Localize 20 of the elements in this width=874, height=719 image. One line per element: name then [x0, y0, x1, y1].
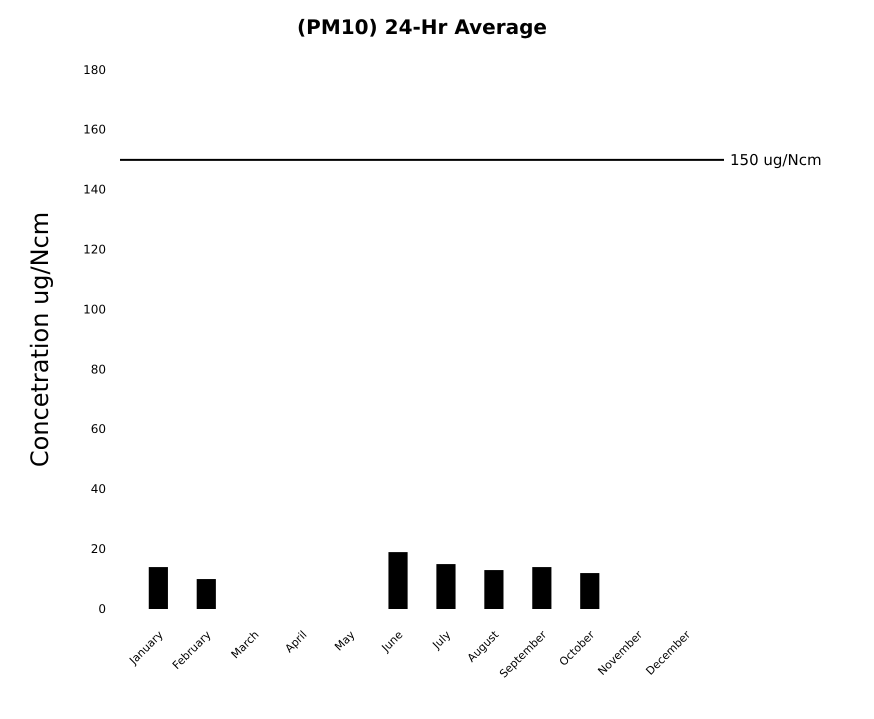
- bar: [532, 567, 552, 609]
- y-tick-label: 0: [98, 602, 106, 616]
- y-tick-label: 60: [90, 422, 106, 436]
- y-tick-label: 140: [83, 182, 106, 197]
- ref-line-label: 150 ug/Ncm: [730, 151, 822, 170]
- bar: [484, 570, 504, 609]
- y-tick-label: 120: [83, 242, 106, 257]
- y-tick-label: 40: [90, 482, 106, 496]
- chart-title: (PM10) 24-Hr Average: [297, 15, 547, 39]
- y-axis-title: Concetration ug/Ncm: [26, 212, 54, 468]
- y-tick-label: 20: [90, 542, 106, 556]
- bar: [196, 579, 216, 609]
- y-tick-label: 80: [90, 362, 106, 376]
- y-tick-label: 160: [83, 122, 106, 137]
- bar: [436, 564, 456, 609]
- y-tick-label: 100: [83, 302, 106, 316]
- bar: [388, 552, 408, 609]
- bar: [580, 573, 600, 609]
- bar: [148, 567, 168, 609]
- y-tick-label: 180: [83, 62, 106, 77]
